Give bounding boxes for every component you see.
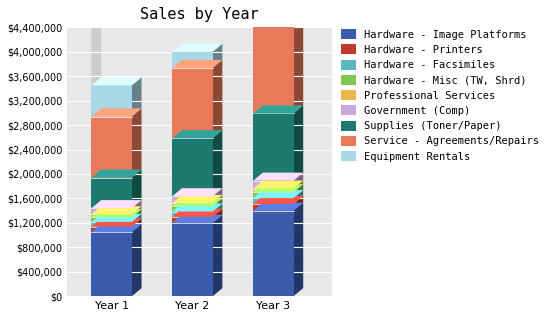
Polygon shape: [213, 44, 222, 68]
Polygon shape: [91, 77, 141, 85]
Polygon shape: [253, 196, 303, 204]
Bar: [91, 116, 132, 178]
Bar: [172, 217, 213, 223]
Bar: [91, 217, 132, 222]
Bar: [253, 0, 294, 114]
Polygon shape: [172, 204, 222, 211]
Polygon shape: [294, 196, 303, 211]
Bar: [91, 208, 132, 214]
Polygon shape: [172, 130, 222, 138]
Polygon shape: [294, 184, 303, 198]
Bar: [172, 196, 213, 203]
Bar: [172, 211, 213, 217]
Polygon shape: [294, 105, 303, 181]
Bar: [253, 211, 294, 296]
Bar: [253, 189, 294, 192]
Polygon shape: [132, 200, 141, 214]
Polygon shape: [132, 214, 141, 226]
Polygon shape: [213, 204, 222, 217]
Polygon shape: [91, 19, 101, 296]
Polygon shape: [132, 209, 141, 222]
Polygon shape: [91, 108, 141, 116]
Polygon shape: [253, 203, 303, 211]
Polygon shape: [294, 190, 303, 204]
Bar: [91, 232, 132, 296]
Bar: [172, 68, 213, 138]
Bar: [91, 226, 132, 232]
Bar: [91, 214, 132, 217]
Legend: Hardware - Image Platforms, Hardware - Printers, Hardware - Facsimiles, Hardware: Hardware - Image Platforms, Hardware - P…: [339, 27, 541, 164]
Polygon shape: [91, 224, 141, 232]
Polygon shape: [213, 188, 222, 203]
Polygon shape: [294, 173, 303, 189]
Bar: [91, 178, 132, 208]
Polygon shape: [91, 209, 141, 217]
Polygon shape: [172, 198, 222, 206]
Bar: [253, 198, 294, 204]
Polygon shape: [132, 108, 141, 178]
Polygon shape: [213, 195, 222, 206]
Bar: [172, 138, 213, 196]
Polygon shape: [294, 0, 303, 114]
Polygon shape: [213, 130, 222, 196]
Polygon shape: [213, 198, 222, 211]
Polygon shape: [132, 206, 141, 217]
Polygon shape: [132, 224, 141, 296]
Polygon shape: [213, 60, 222, 138]
Bar: [91, 222, 132, 226]
Polygon shape: [213, 209, 222, 223]
Bar: [253, 192, 294, 198]
Polygon shape: [132, 169, 141, 208]
Polygon shape: [132, 77, 141, 116]
Title: Sales by Year: Sales by Year: [140, 7, 258, 22]
Polygon shape: [253, 105, 303, 114]
Polygon shape: [213, 215, 222, 296]
Bar: [253, 181, 294, 189]
Bar: [91, 85, 132, 116]
Polygon shape: [91, 206, 141, 214]
Polygon shape: [172, 209, 222, 217]
Polygon shape: [172, 215, 222, 223]
Bar: [172, 52, 213, 68]
Bar: [172, 223, 213, 296]
Polygon shape: [172, 188, 222, 196]
Polygon shape: [253, 181, 303, 189]
Polygon shape: [172, 195, 222, 203]
Polygon shape: [91, 218, 141, 226]
Polygon shape: [91, 200, 141, 208]
Bar: [172, 203, 213, 206]
Polygon shape: [172, 44, 222, 52]
Polygon shape: [132, 218, 141, 232]
Polygon shape: [294, 203, 303, 296]
Polygon shape: [294, 181, 303, 192]
Polygon shape: [253, 184, 303, 192]
Polygon shape: [253, 190, 303, 198]
Polygon shape: [253, 173, 303, 181]
Bar: [253, 114, 294, 181]
Polygon shape: [91, 214, 141, 222]
Polygon shape: [172, 60, 222, 68]
Polygon shape: [91, 169, 141, 178]
Bar: [253, 204, 294, 211]
Bar: [172, 206, 213, 211]
